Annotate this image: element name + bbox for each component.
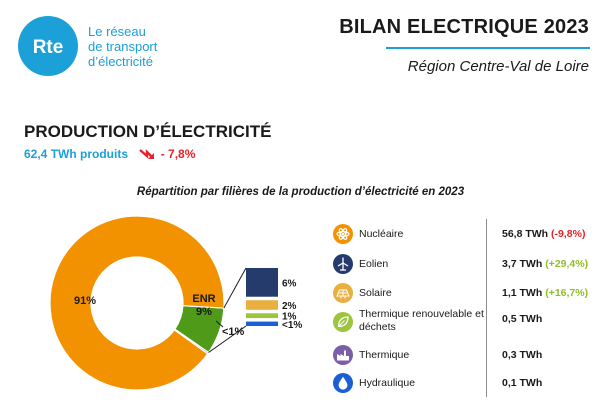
bar-label-eolien: 6% xyxy=(282,278,297,289)
legend-value-amount: 56,8 TWh xyxy=(502,228,549,240)
production-summary: 62,4 TWh produits - 7,8% xyxy=(24,147,195,161)
slice-nucleaire xyxy=(49,215,225,391)
legend-value-amount: 0,3 TWh xyxy=(502,349,543,361)
label-enr-percent: 9% xyxy=(196,306,212,318)
legend-label: Thermique renouvelable et déchets xyxy=(359,308,484,333)
legend-label: Thermique xyxy=(359,349,410,361)
arrow-down-icon xyxy=(139,149,155,159)
legend-value-change: (+16,7%) xyxy=(545,287,589,299)
logo-text: Le réseau de transport d’électricité xyxy=(88,24,157,69)
bar-solaire xyxy=(246,300,278,310)
legend-label: Eolien xyxy=(359,258,389,270)
logo-line: Le réseau xyxy=(88,24,146,39)
legend-label: Hydraulique xyxy=(359,377,416,389)
logo-line: de transport xyxy=(88,39,158,54)
chart-title: Répartition par filières de la productio… xyxy=(136,186,465,198)
bar-label-thermique-renouvelable: 1% xyxy=(282,312,297,323)
bar-label-solaire: 2% xyxy=(282,301,297,312)
legend-label: Nucléaire xyxy=(359,228,404,240)
title-underline xyxy=(386,47,590,49)
label-thermique: <1% xyxy=(222,326,245,338)
legend-value-amount: 1,1 TWh xyxy=(502,287,543,299)
legend-divider xyxy=(486,219,487,397)
bar-eolien xyxy=(246,268,278,297)
rte-logo: Rte xyxy=(18,16,78,76)
legend-value-change: (+29,4%) xyxy=(545,258,589,270)
total-change: - 7,8% xyxy=(160,147,196,161)
connector-bottom xyxy=(208,325,247,353)
legend-value-amount: 3,7 TWh xyxy=(502,258,543,270)
legend-value-change: (-9,8%) xyxy=(551,228,586,240)
region-subtitle: Région Centre-Val de Loire xyxy=(407,58,589,75)
logo-line: d’électricité xyxy=(88,54,154,69)
leader-thermique xyxy=(215,320,224,328)
atom-icon xyxy=(333,224,353,244)
legend-value: 1,1 TWh (+16,7%) xyxy=(502,287,588,299)
legend-value: 3,7 TWh (+29,4%) xyxy=(502,258,588,270)
legend-value: 0,1 TWh xyxy=(502,377,542,389)
solar-panel-icon xyxy=(333,283,353,303)
label-nucleaire: 91% xyxy=(74,295,96,307)
legend-label: Solaire xyxy=(359,287,392,299)
logo-mark: Rte xyxy=(33,37,64,58)
legend-value: 0,3 TWh xyxy=(502,349,542,361)
section-title: PRODUCTION D’ÉLECTRICITÉ xyxy=(24,122,272,141)
label-enr: ENR xyxy=(192,293,215,305)
wind-turbine-icon xyxy=(333,254,353,274)
legend-value-amount: 0,1 TWh xyxy=(502,377,543,389)
legend-value-amount: 0,5 TWh xyxy=(502,313,543,325)
legend-value: 56,8 TWh (-9,8%) xyxy=(502,228,585,240)
bar-label-hydraulique: <1% xyxy=(282,320,302,331)
bar-hydraulique xyxy=(246,321,278,326)
factory-icon xyxy=(333,345,353,365)
bar-thermique-renouvelable xyxy=(246,313,278,319)
legend-value: 0,5 TWh xyxy=(502,313,542,325)
leaf-recycle-icon xyxy=(333,312,353,332)
connector-top xyxy=(223,267,247,309)
total-production: 62,4 TWh produits xyxy=(24,147,129,161)
report-title: BILAN ELECTRIQUE 2023 xyxy=(339,16,589,38)
water-drop-icon xyxy=(333,373,353,393)
